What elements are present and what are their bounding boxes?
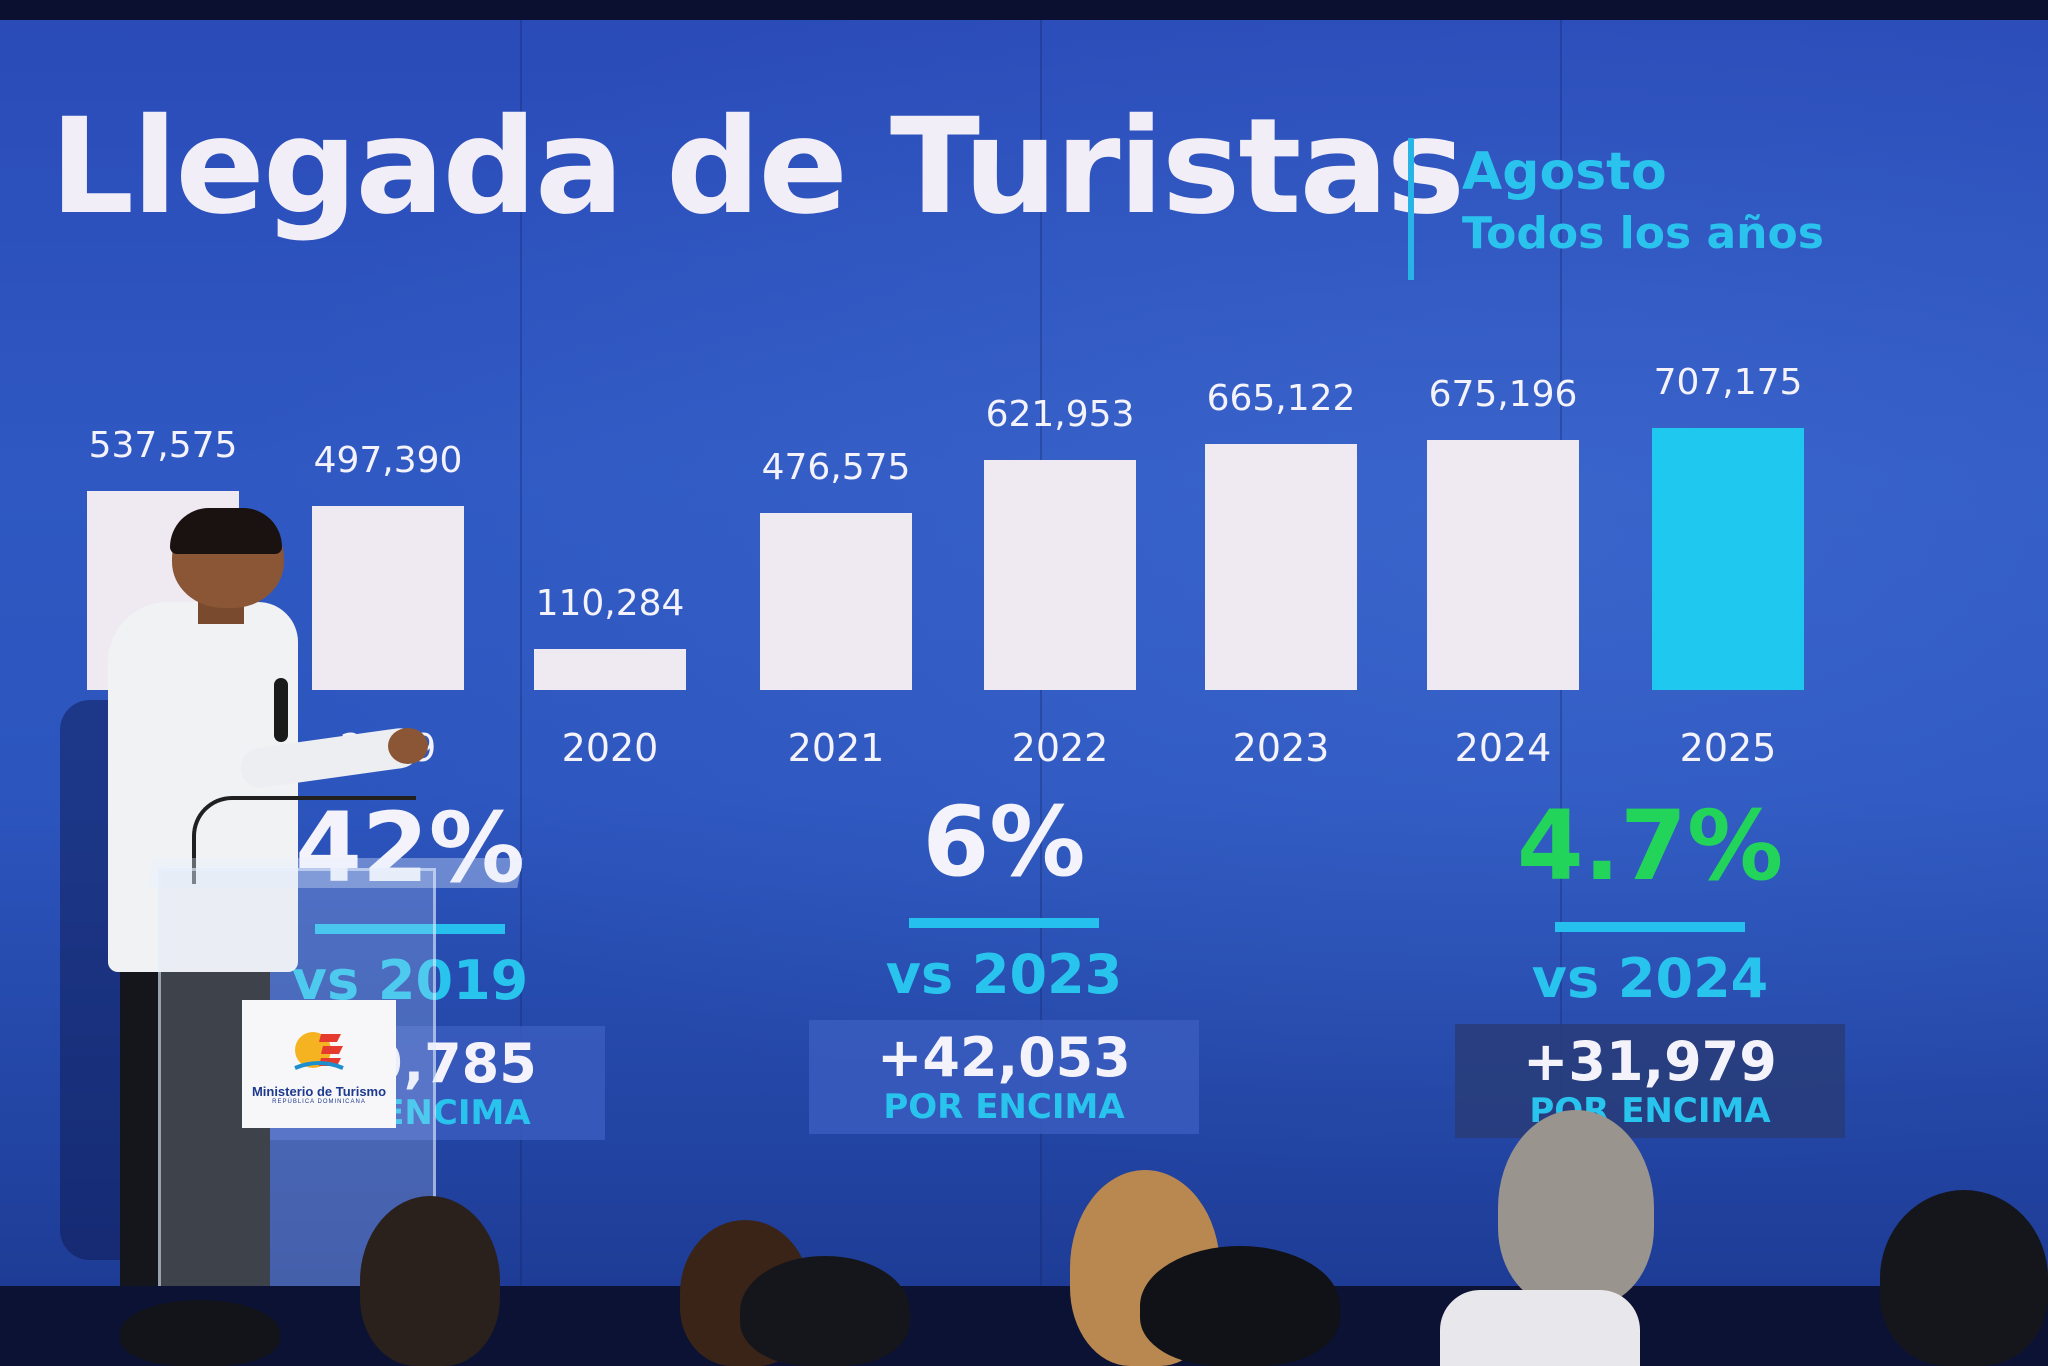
- ministry-logo-icon: [291, 1024, 347, 1080]
- screen-panel-seam: [520, 20, 522, 1310]
- comparison-note: POR ENCIMA: [1529, 1091, 1771, 1132]
- bar-value-label: 497,390: [313, 440, 463, 481]
- podium-sign: Ministerio de Turismo REPÚBLICA DOMINICA…: [242, 1000, 396, 1128]
- presentation-screen: Llegada de Turistas Agosto Todos los año…: [0, 20, 2048, 1310]
- comparison-difference: +42,053: [877, 1026, 1131, 1089]
- bar-value-label: 675,196: [1428, 374, 1578, 415]
- audience-head: [740, 1256, 910, 1366]
- comparison-underline: [315, 924, 505, 934]
- bar-2021: [760, 513, 912, 690]
- bar-value-label: 707,175: [1653, 362, 1803, 403]
- podium-microphone-stand: [192, 796, 416, 884]
- comparison-difference: +31,979: [1523, 1030, 1777, 1093]
- bar-year-label: 2024: [1454, 726, 1552, 770]
- handheld-microphone: [274, 678, 288, 742]
- comparison-block: 4.7% vs 2024 +31,979 POR ENCIMA: [1440, 790, 1860, 1139]
- slide-subtitle-period: Todos los años: [1462, 208, 1824, 259]
- slide-subtitle-month: Agosto: [1462, 142, 1667, 202]
- comparison-difference-box: +42,053 POR ENCIMA: [809, 1020, 1199, 1135]
- slide-title: Llegada de Turistas: [50, 90, 1465, 244]
- comparison-percent: 6%: [922, 786, 1086, 898]
- comparison-underline: [1555, 922, 1745, 932]
- comparison-vs-label: vs 2019: [291, 949, 529, 1012]
- bar-value-label: 110,284: [535, 583, 685, 624]
- bar-year-label: 2021: [787, 726, 885, 770]
- audience-head: [1880, 1190, 2048, 1366]
- bar-year-label: 2022: [1011, 726, 1109, 770]
- comparison-difference-box: +31,979 POR ENCIMA: [1455, 1024, 1845, 1139]
- bar-2024: [1427, 440, 1579, 690]
- bar-value-label: 476,575: [761, 447, 911, 488]
- bar-2022: [984, 460, 1136, 690]
- comparison-percent: 4.7%: [1516, 790, 1784, 902]
- presenter-hair: [170, 508, 282, 554]
- comparison-vs-label: vs 2024: [1531, 947, 1769, 1010]
- bar-year-label: 2023: [1232, 726, 1330, 770]
- stage-floor: [0, 1286, 2048, 1366]
- audience-head: [1498, 1110, 1654, 1306]
- comparison-vs-label: vs 2023: [885, 943, 1123, 1006]
- bar-2020: [534, 649, 686, 690]
- bar-value-label: 621,953: [985, 394, 1135, 435]
- bar-value-label: 665,122: [1206, 378, 1356, 419]
- audience-head: [120, 1300, 280, 1366]
- bar-year-label: 2020: [561, 726, 659, 770]
- comparison-note: POR ENCIMA: [883, 1087, 1125, 1128]
- podium-sign-label: Ministerio de Turismo: [251, 1083, 387, 1099]
- audience-head: [360, 1196, 500, 1366]
- presenter-hand: [388, 728, 428, 764]
- title-divider: [1408, 138, 1414, 280]
- bar-2019: [312, 506, 464, 690]
- bar-value-label: 537,575: [88, 425, 238, 466]
- audience-shoulders: [1440, 1290, 1640, 1366]
- bar-2025: [1652, 428, 1804, 690]
- podium-sign-sublabel: REPÚBLICA DOMINICANA: [272, 1098, 366, 1105]
- audience-head: [1140, 1246, 1340, 1366]
- bar-2023: [1205, 444, 1357, 690]
- comparison-underline: [909, 918, 1099, 928]
- bar-year-label: 2025: [1679, 726, 1777, 770]
- comparison-block: 6% vs 2023 +42,053 POR ENCIMA: [794, 786, 1214, 1135]
